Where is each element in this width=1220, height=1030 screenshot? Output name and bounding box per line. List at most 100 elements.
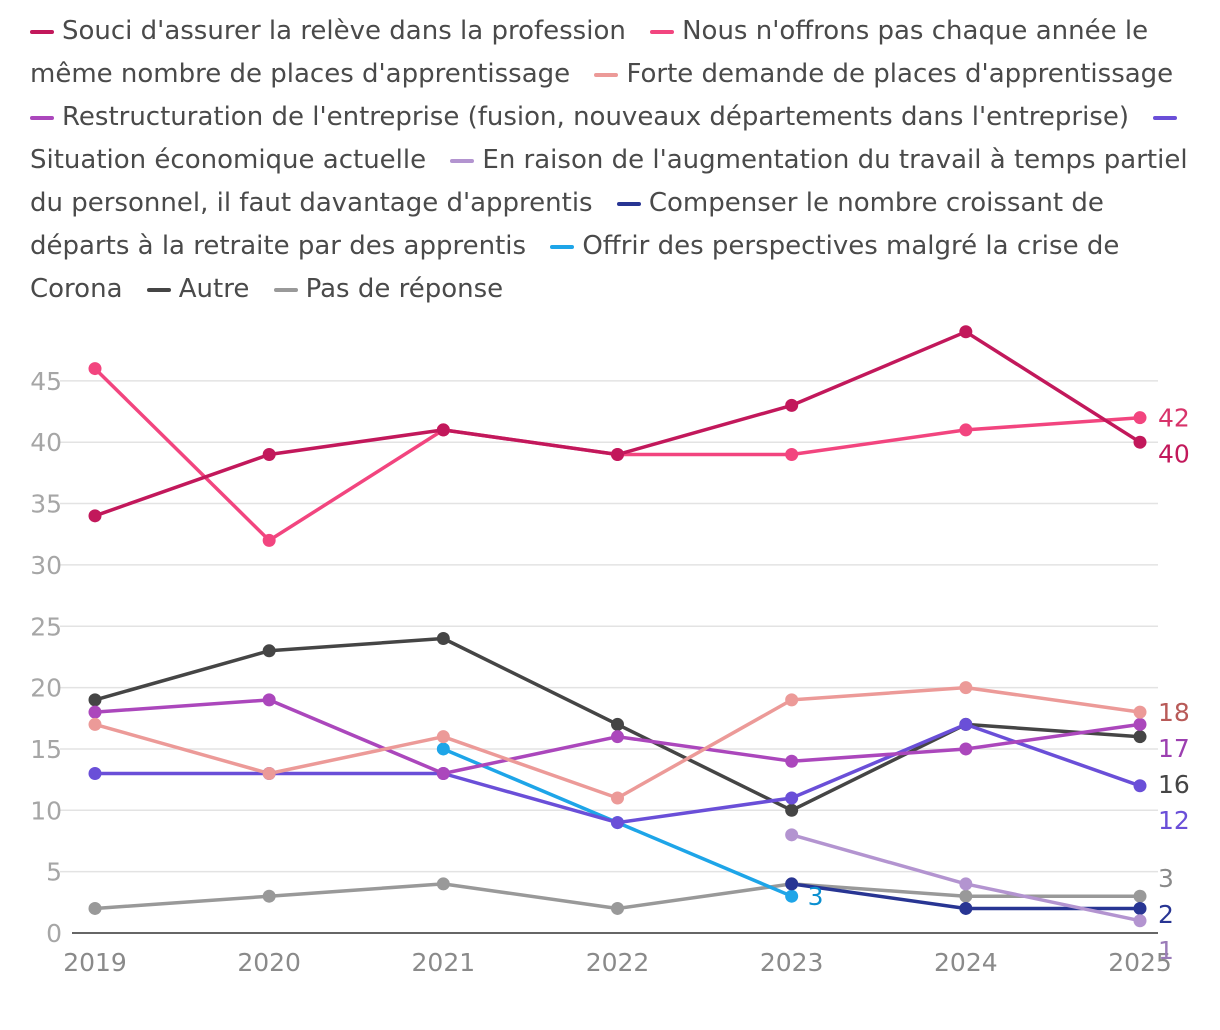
legend-label: Pas de réponse (305, 274, 504, 304)
data-point[interactable] (959, 681, 973, 695)
end-value-label: 12 (1158, 806, 1190, 835)
data-point[interactable] (1133, 889, 1147, 903)
data-point[interactable] (785, 447, 799, 461)
x-tick-label: 2019 (63, 948, 127, 977)
data-point[interactable] (1133, 914, 1147, 928)
series-points (88, 325, 1147, 928)
data-point[interactable] (785, 754, 799, 768)
end-value-label: 42 (1158, 404, 1190, 433)
data-point[interactable] (262, 889, 276, 903)
data-point[interactable] (1133, 435, 1147, 449)
legend-item[interactable]: Autre (146, 274, 250, 304)
data-point[interactable] (959, 423, 973, 437)
data-point[interactable] (959, 889, 973, 903)
data-point[interactable] (611, 816, 624, 830)
x-tick-label: 2025 (1108, 948, 1172, 977)
data-point[interactable] (785, 828, 799, 842)
data-point[interactable] (88, 901, 102, 915)
series-line[interactable] (93, 330, 1142, 518)
data-point[interactable] (262, 766, 276, 780)
data-point[interactable] (611, 901, 624, 915)
legend-swatch (146, 287, 171, 292)
data-point[interactable] (436, 730, 450, 744)
data-point[interactable] (436, 423, 450, 437)
legend-swatch (550, 244, 575, 249)
data-point[interactable] (1133, 717, 1147, 731)
legend-item[interactable]: Restructuration de l'entreprise (fusion,… (30, 102, 1129, 132)
legend-swatch (1153, 115, 1178, 120)
data-point[interactable] (262, 693, 276, 707)
legend: Souci d'assurer la relève dans la profes… (30, 10, 1190, 311)
data-point[interactable] (611, 791, 624, 805)
end-value-label: 1 (1158, 936, 1174, 965)
data-point[interactable] (88, 509, 102, 523)
data-point[interactable] (1133, 730, 1147, 744)
data-point[interactable] (88, 362, 102, 376)
data-point[interactable] (785, 693, 799, 707)
data-point[interactable] (88, 705, 102, 719)
end-value-label: 18 (1158, 698, 1190, 727)
gridlines (60, 380, 1158, 873)
legend-label: Autre (178, 274, 250, 304)
legend-item[interactable]: Nous n'offrons pas chaque année le même … (30, 16, 1148, 89)
data-point[interactable] (959, 325, 973, 339)
y-tick-label: 30 (30, 551, 62, 580)
data-point[interactable] (611, 717, 624, 731)
legend-swatch (616, 201, 641, 206)
data-point[interactable] (785, 398, 799, 412)
data-point[interactable] (785, 803, 799, 817)
end-value-label: 17 (1158, 734, 1190, 763)
data-point[interactable] (262, 533, 276, 547)
legend-item[interactable]: En raison de l'augmentation du travail à… (30, 145, 1188, 218)
legend-label: Situation économique actuelle (30, 145, 427, 175)
x-tick-label: 2021 (412, 948, 476, 977)
data-point[interactable] (959, 901, 973, 915)
data-point[interactable] (959, 877, 973, 891)
x-tick-label: 2022 (586, 948, 650, 977)
x-tick-label: 2020 (237, 948, 301, 977)
data-point[interactable] (785, 791, 799, 805)
legend-label: Souci d'assurer la relève dans la profes… (62, 16, 626, 46)
legend-item[interactable]: Pas de réponse (273, 274, 504, 304)
data-point[interactable] (262, 644, 276, 658)
legend-item[interactable]: Offrir des perspectives malgré la crise … (30, 231, 1119, 304)
data-point[interactable] (88, 693, 102, 707)
data-point[interactable] (611, 730, 624, 744)
end-value-label: 3 (1158, 864, 1174, 893)
y-tick-label: 5 (46, 858, 62, 887)
legend-swatch (273, 287, 298, 292)
legend-item[interactable]: Situation économique actuelle (30, 102, 1185, 175)
legend-swatch (30, 29, 54, 34)
legend-label: Offrir des perspectives malgré la crise … (30, 231, 1120, 304)
legend-swatch (450, 158, 475, 163)
data-point[interactable] (262, 447, 276, 461)
data-point[interactable] (436, 632, 450, 646)
y-tick-label: 40 (30, 428, 62, 457)
legend-swatch (594, 72, 619, 77)
legend-item[interactable]: Forte demande de places d'apprentissage (594, 59, 1173, 89)
data-point[interactable] (1133, 779, 1147, 793)
legend-label: Compenser le nombre croissant de départs… (30, 188, 1104, 261)
data-point[interactable] (785, 889, 799, 903)
end-value-label: 3 (808, 882, 824, 911)
y-tick-label: 10 (30, 796, 62, 825)
legend-item[interactable]: Compenser le nombre croissant de départs… (30, 188, 1104, 261)
y-tick-label: 20 (30, 674, 62, 703)
legend-item[interactable]: Souci d'assurer la relève dans la profes… (30, 16, 626, 46)
data-point[interactable] (959, 742, 973, 756)
data-point[interactable] (1133, 411, 1147, 425)
data-point[interactable] (611, 447, 624, 461)
data-point[interactable] (88, 717, 102, 731)
data-point[interactable] (1133, 705, 1147, 719)
end-value-label: 2 (1158, 900, 1174, 929)
data-point[interactable] (88, 766, 102, 780)
end-value-label: 40 (1158, 440, 1190, 469)
data-point[interactable] (436, 742, 450, 756)
data-point[interactable] (1133, 901, 1147, 915)
data-point[interactable] (436, 877, 450, 891)
data-point[interactable] (436, 766, 450, 780)
data-point[interactable] (959, 717, 973, 731)
data-point[interactable] (785, 877, 799, 891)
